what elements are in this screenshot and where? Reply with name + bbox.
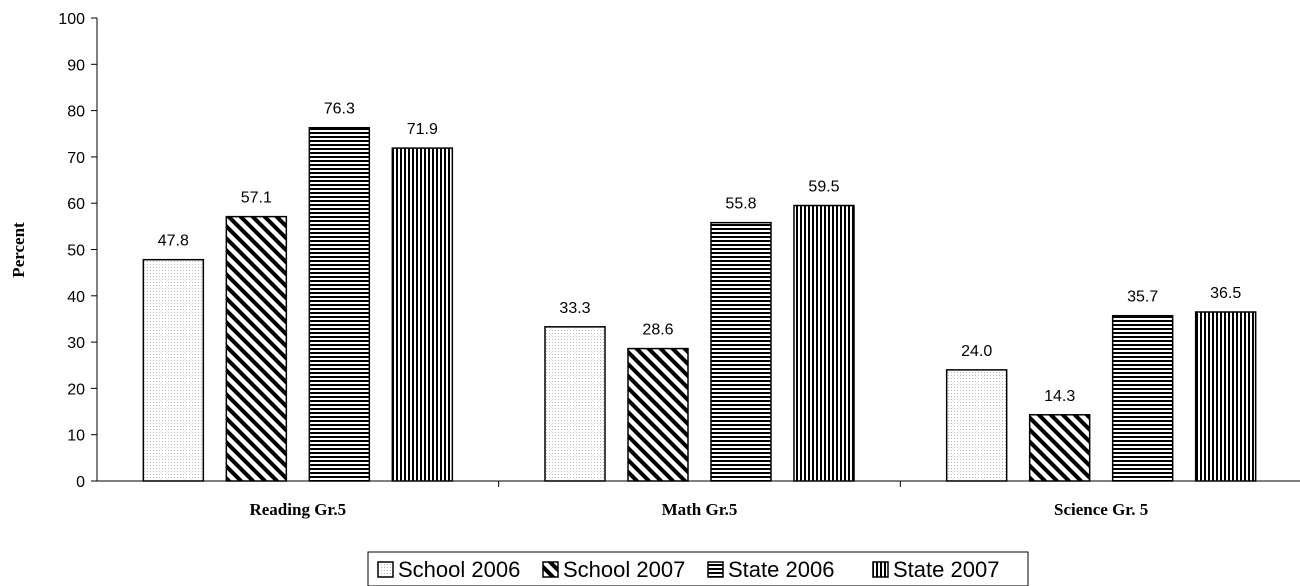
bar-state-2007 — [391, 147, 454, 482]
bar-state-2007 — [793, 204, 855, 482]
data-label: 59.5 — [808, 179, 839, 196]
y-tick-label: 40 — [67, 289, 85, 306]
bar-school-2006 — [945, 369, 1008, 482]
legend-label: State 2007 — [893, 557, 999, 582]
y-tick-label: 30 — [67, 335, 85, 352]
legend-swatch — [542, 561, 559, 578]
y-tick-label: 100 — [58, 11, 85, 28]
bar-state-2006 — [308, 126, 371, 482]
data-label: 14.3 — [1044, 388, 1075, 405]
legend-swatch — [707, 561, 724, 578]
axes: 0 10 20 30 40 50 60 70 80 90 100 Reading Gr.5 Math G… — [58, 11, 1300, 519]
legend: School 2006 School 2007 State 2006 State 20… — [367, 551, 1029, 586]
bar-school-2006 — [544, 326, 606, 482]
data-label: 24.0 — [961, 343, 992, 360]
legend-box — [367, 551, 1029, 586]
y-tick-label: 60 — [67, 196, 85, 213]
legend-swatch — [872, 561, 889, 578]
bars: 47.8 57.1 76.3 71.9 33.3 28.6 55.8 59.5 24.0 14.3… — [142, 101, 1257, 482]
data-label: 33.3 — [559, 300, 590, 317]
legend-label: School 2007 — [563, 557, 685, 582]
bar-state-2006 — [1111, 314, 1174, 482]
x-tick-label: Math Gr.5 — [662, 500, 738, 519]
bar-state-2007 — [1194, 311, 1257, 482]
y-tick-label: 90 — [67, 57, 85, 74]
data-label: 71.9 — [407, 121, 438, 138]
data-label: 76.3 — [324, 101, 355, 118]
x-tick-label: Reading Gr.5 — [249, 500, 346, 519]
y-axis-title: Percent — [9, 222, 28, 278]
data-label: 57.1 — [241, 190, 272, 207]
bar-school-2007 — [627, 347, 689, 482]
data-label: 47.8 — [158, 233, 189, 250]
y-tick-label: 0 — [76, 474, 85, 491]
data-label: 35.7 — [1127, 289, 1158, 306]
bar-school-2006 — [142, 258, 205, 482]
bar-school-2007 — [225, 215, 288, 482]
x-tick-label: Science Gr. 5 — [1054, 500, 1148, 519]
bar-state-2006 — [710, 221, 772, 482]
bar-school-2007 — [1028, 414, 1091, 482]
data-label: 55.8 — [725, 196, 756, 213]
data-label: 36.5 — [1210, 285, 1241, 302]
legend-label: School 2006 — [398, 557, 520, 582]
legend-swatch — [377, 561, 394, 578]
y-tick-label: 80 — [67, 104, 85, 121]
y-tick-label: 50 — [67, 243, 85, 260]
legend-label: State 2006 — [728, 557, 834, 582]
y-tick-label: 10 — [67, 428, 85, 445]
data-label: 28.6 — [642, 322, 673, 339]
y-tick-label: 20 — [67, 381, 85, 398]
y-tick-label: 70 — [67, 150, 85, 167]
